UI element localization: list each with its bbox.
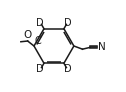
Text: C: C — [34, 36, 41, 46]
Text: O: O — [23, 30, 31, 40]
Text: D: D — [64, 18, 71, 28]
Text: D: D — [36, 64, 44, 74]
Text: N: N — [98, 42, 106, 52]
Text: D: D — [36, 18, 44, 28]
Text: D: D — [64, 64, 71, 74]
